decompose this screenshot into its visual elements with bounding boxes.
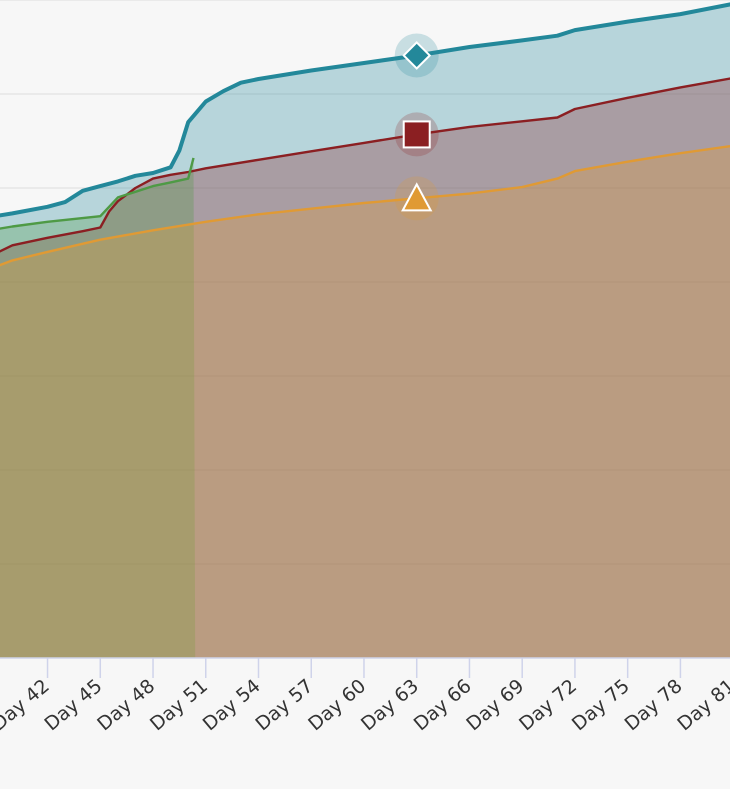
series-line-4 [0,144,730,267]
series-area-4 [0,146,730,658]
triangle-marker[interactable] [401,182,433,212]
diamond-marker[interactable] [402,41,432,70]
square-marker[interactable] [402,120,431,149]
series-area-1 [0,4,730,658]
hover-markers[interactable] [394,33,439,221]
series-line-2 [0,77,730,253]
series-areas [0,4,730,658]
series-lines [0,2,730,267]
series-line-3 [0,157,195,230]
series-area-3 [0,157,196,658]
series-line-1 [0,2,730,218]
series-area-2 [0,78,730,658]
gridlines [0,0,730,565]
